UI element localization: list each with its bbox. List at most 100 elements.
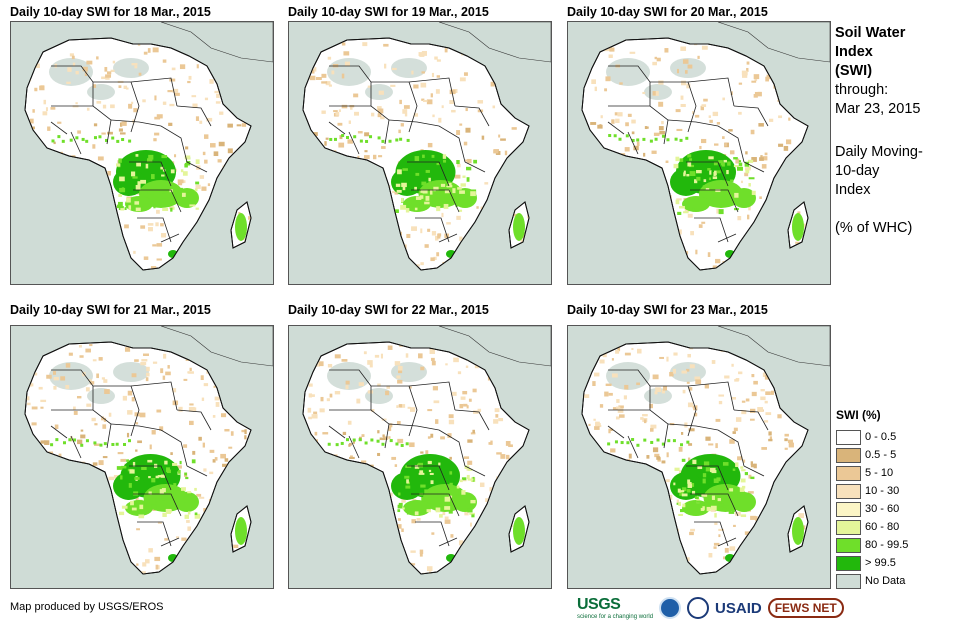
dry-pixel	[308, 393, 313, 398]
wet-pixel	[170, 169, 175, 174]
wet-pixel	[405, 485, 411, 489]
wet-pixel	[741, 469, 746, 472]
dry-pixel	[315, 148, 318, 153]
dry-pixel	[496, 452, 502, 455]
dry-pixel	[32, 471, 38, 475]
dry-pixel	[167, 365, 170, 369]
country-border	[348, 435, 360, 459]
dry-pixel	[359, 492, 365, 497]
dry-pixel	[191, 95, 197, 98]
country-border	[186, 161, 208, 173]
dry-pixel	[73, 410, 78, 415]
dry-pixel	[226, 178, 232, 182]
wet-pixel	[120, 475, 123, 480]
dry-pixel	[751, 258, 758, 261]
dry-pixel	[592, 150, 599, 155]
dry-pixel	[467, 460, 473, 465]
dry-pixel	[584, 146, 589, 150]
dry-pixel	[625, 217, 630, 222]
dry-pixel	[605, 41, 611, 46]
legend-label: 5 - 10	[865, 467, 894, 479]
dry-pixel	[201, 266, 208, 270]
dry-pixel	[494, 408, 500, 413]
dry-pixel	[498, 233, 505, 237]
dry-pixel	[420, 82, 427, 88]
dry-pixel	[327, 363, 333, 368]
dry-pixel	[448, 414, 454, 419]
dry-pixel	[60, 376, 66, 381]
dry-pixel	[648, 178, 655, 183]
dry-pixel	[689, 531, 694, 536]
country-border	[694, 217, 729, 243]
country-border	[133, 189, 182, 213]
dry-pixel	[466, 405, 469, 409]
dry-pixel	[395, 257, 399, 260]
coastal-wet-pixel	[98, 135, 102, 139]
dry-pixel	[492, 375, 495, 378]
coastal-wet-pixel	[365, 139, 369, 143]
dry-pixel	[145, 372, 150, 377]
legend-label: 0.5 - 5	[865, 449, 897, 461]
dry-pixel	[754, 229, 759, 234]
dry-pixel	[37, 453, 41, 457]
dry-pixel	[431, 357, 435, 361]
wet-pixel	[138, 514, 145, 519]
dry-pixel	[339, 233, 346, 237]
dry-pixel	[82, 243, 87, 247]
dry-pixel	[617, 407, 624, 413]
wet-pixel	[710, 505, 717, 511]
wet-pixel	[165, 508, 171, 514]
wet-pixel	[186, 192, 191, 197]
dry-pixel	[751, 80, 757, 83]
dry-pixel	[447, 433, 452, 438]
dry-pixel	[765, 391, 771, 396]
dry-pixel	[371, 409, 375, 412]
dry-pixel	[484, 218, 488, 224]
wet-area	[725, 250, 735, 258]
dry-pixel	[25, 347, 29, 352]
dry-pixel	[460, 396, 466, 400]
dry-pixel	[164, 538, 169, 541]
dry-pixel	[367, 524, 373, 528]
dry-pixel	[156, 409, 162, 413]
dry-pixel	[775, 367, 781, 371]
coastal-wet-pixel	[607, 442, 611, 446]
dry-pixel	[435, 419, 439, 424]
dry-pixel	[324, 141, 327, 146]
dry-pixel	[511, 199, 515, 202]
dry-pixel	[47, 191, 54, 196]
dry-pixel	[475, 530, 481, 536]
dry-pixel	[136, 528, 140, 531]
dry-pixel	[178, 406, 183, 412]
dry-pixel	[528, 421, 529, 425]
dry-pixel	[663, 188, 668, 192]
dry-pixel	[426, 99, 433, 105]
africa-map-svg	[581, 22, 830, 271]
coastal-wet-pixel	[57, 135, 61, 139]
dry-pixel	[40, 440, 46, 444]
wet-pixel	[682, 487, 687, 492]
wet-pixel	[178, 187, 183, 191]
dry-pixel	[163, 44, 166, 47]
dry-pixel	[120, 552, 123, 558]
dry-pixel	[305, 512, 311, 517]
dry-pixel	[310, 484, 316, 490]
dry-pixel	[91, 571, 96, 574]
dry-pixel	[440, 436, 445, 440]
dry-pixel	[40, 224, 45, 229]
wet-pixel	[702, 478, 706, 484]
dry-pixel	[654, 453, 660, 458]
dry-pixel	[654, 56, 658, 60]
dry-pixel	[162, 59, 167, 63]
wet-pixel	[135, 185, 141, 190]
country-border	[129, 161, 172, 187]
dry-pixel	[485, 254, 491, 258]
dry-pixel	[765, 412, 772, 416]
wet-pixel	[445, 181, 449, 186]
coastal-wet-pixel	[369, 135, 373, 139]
dry-pixel	[49, 227, 54, 231]
wet-pixel	[131, 171, 136, 177]
dry-pixel	[476, 228, 481, 233]
dry-pixel	[750, 408, 756, 413]
dry-pixel	[65, 253, 70, 257]
